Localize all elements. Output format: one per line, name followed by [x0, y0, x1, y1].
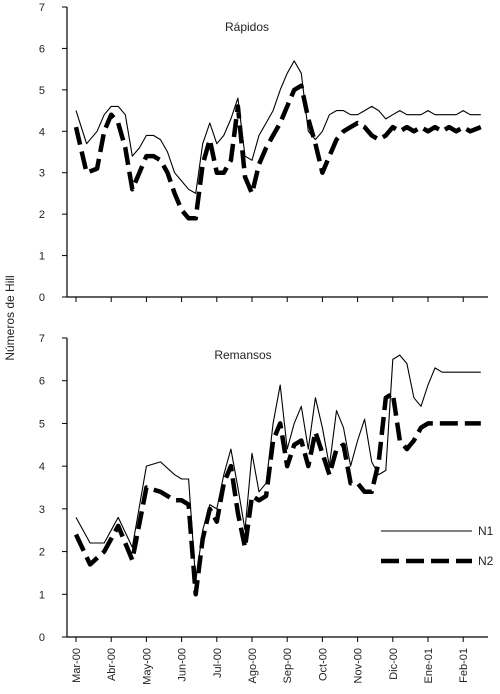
- x-tick-label: Jun-00: [177, 648, 189, 682]
- x-tick-label: Mar-00: [71, 648, 83, 683]
- x-tick-label: Abr-00: [106, 648, 118, 681]
- x-tick-label: Sep-00: [282, 648, 294, 683]
- x-tick-label: Nov-00: [353, 648, 365, 683]
- y-tick-label: 0: [39, 292, 45, 304]
- y-tick-label: 2: [39, 547, 45, 559]
- y-tick-label: 7: [39, 333, 45, 345]
- legend-label-n1: N1: [478, 524, 494, 538]
- x-tick-label: Ene-01: [423, 648, 435, 683]
- y-tick-label: 4: [39, 126, 45, 138]
- y-axis-title: Números de Hill: [3, 275, 17, 360]
- y-tick-label: 6: [39, 376, 45, 388]
- y-tick-label: 7: [39, 2, 45, 14]
- x-axis-tick-labels: Mar-00 Abr-00 May-00 Jun-00 Jul-00 Ago-00 Sep-…: [71, 648, 470, 685]
- panel-remansos: 0 1 2 3 4 5 6 7 Remansos: [39, 333, 488, 644]
- x-tick-label: Feb-01: [458, 648, 470, 683]
- y-tick-label: 1: [39, 589, 45, 601]
- x-tick-label: Oct-00: [317, 648, 329, 681]
- y-tick-label: 5: [39, 418, 45, 430]
- series-line-n2: [73, 391, 481, 597]
- legend: N1 N2: [381, 524, 494, 568]
- panel-title: Rápidos: [225, 20, 269, 34]
- y-tick-label: 4: [39, 461, 45, 473]
- series-line-n1: [75, 354, 481, 583]
- legend-label-n2: N2: [478, 554, 494, 568]
- panel-title: Remansos: [214, 348, 271, 362]
- y-tick-label: 2: [39, 209, 45, 221]
- series-line-n1: [75, 60, 481, 194]
- series-line-n2: [73, 83, 482, 221]
- y-tick-label: 1: [39, 251, 45, 263]
- y-tick-label: 3: [39, 168, 45, 180]
- x-tick-label: May-00: [141, 648, 153, 685]
- y-tick-label: 0: [39, 632, 45, 644]
- panel-rapidos: 0 1 2 3 4 5 6 7 Rápidos: [39, 2, 488, 304]
- x-tick-label: Jul-00: [212, 648, 224, 678]
- y-tick-label: 6: [39, 43, 45, 55]
- x-tick-label: Ago-00: [247, 648, 259, 683]
- y-tick-label: 5: [39, 85, 45, 97]
- x-tick-label: Dic-00: [388, 648, 400, 680]
- y-tick-label: 3: [39, 504, 45, 516]
